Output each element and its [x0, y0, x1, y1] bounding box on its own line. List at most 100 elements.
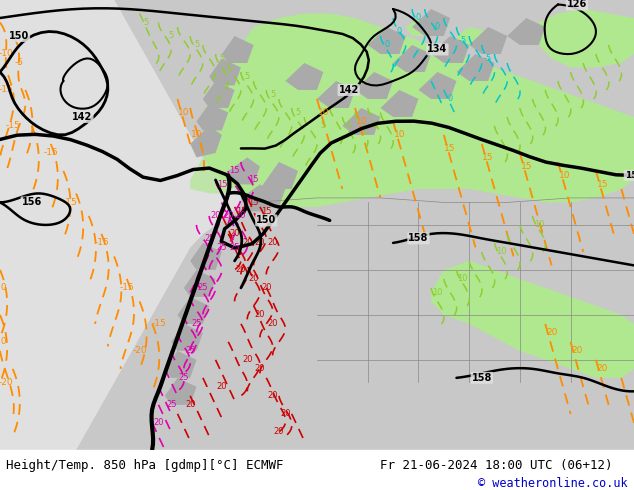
Text: 0: 0 [384, 41, 389, 49]
Polygon shape [228, 157, 260, 184]
Text: 20: 20 [274, 427, 284, 436]
Text: 20: 20 [255, 310, 265, 319]
Text: 20: 20 [185, 400, 195, 409]
Text: Height/Temp. 850 hPa [gdmp][°C] ECMWF: Height/Temp. 850 hPa [gdmp][°C] ECMWF [6, 460, 284, 472]
Text: 15: 15 [597, 180, 608, 189]
Polygon shape [431, 36, 469, 63]
Text: 15: 15 [249, 198, 259, 207]
Text: 5: 5 [245, 72, 250, 81]
Polygon shape [342, 108, 380, 135]
Text: -20: -20 [0, 378, 14, 387]
Text: 5: 5 [194, 41, 199, 49]
Text: 150: 150 [256, 216, 276, 225]
Text: 20: 20 [268, 319, 278, 328]
Text: 10: 10 [191, 130, 202, 140]
Text: -20: -20 [0, 337, 8, 346]
Text: 10: 10 [178, 108, 190, 117]
Text: 15: 15 [482, 153, 494, 162]
Text: 15: 15 [230, 167, 240, 175]
Text: 5: 5 [321, 122, 326, 130]
Polygon shape [76, 0, 634, 450]
Text: 10: 10 [458, 274, 468, 283]
Text: 20: 20 [597, 365, 608, 373]
Text: 142: 142 [339, 85, 359, 95]
Text: 10: 10 [394, 130, 405, 140]
Text: -15: -15 [0, 85, 14, 95]
Text: 20: 20 [223, 211, 233, 220]
Text: 20: 20 [230, 229, 240, 239]
Text: 25: 25 [179, 373, 189, 382]
Text: 20: 20 [546, 328, 557, 338]
Text: 15: 15 [249, 175, 259, 184]
Polygon shape [165, 351, 197, 378]
Text: 158: 158 [408, 233, 429, 244]
Text: 126: 126 [567, 0, 587, 9]
Text: 25: 25 [191, 319, 202, 328]
Polygon shape [393, 45, 431, 72]
Text: 0: 0 [397, 27, 402, 36]
Text: 25: 25 [217, 243, 227, 252]
Polygon shape [197, 103, 228, 130]
Polygon shape [209, 58, 241, 85]
Polygon shape [412, 9, 450, 36]
Text: -5: -5 [484, 54, 493, 63]
Polygon shape [431, 261, 634, 378]
Text: 25: 25 [166, 400, 176, 409]
Text: 0: 0 [435, 23, 440, 31]
Text: 15: 15 [217, 180, 227, 189]
Text: 134: 134 [427, 45, 448, 54]
Polygon shape [355, 72, 393, 99]
Polygon shape [380, 90, 418, 117]
Polygon shape [178, 297, 209, 324]
Text: 5: 5 [143, 18, 148, 27]
Text: 20: 20 [153, 418, 164, 427]
Text: 20: 20 [268, 392, 278, 400]
Text: 0: 0 [448, 95, 453, 103]
Text: 15: 15 [261, 207, 271, 216]
Polygon shape [241, 72, 279, 90]
Polygon shape [304, 45, 342, 63]
Text: 10: 10 [356, 117, 367, 126]
Text: 20: 20 [571, 346, 583, 355]
Polygon shape [254, 180, 285, 207]
Text: -20: -20 [132, 346, 147, 355]
Polygon shape [0, 0, 241, 450]
Text: 5: 5 [295, 108, 301, 117]
Polygon shape [203, 14, 634, 207]
Text: 0: 0 [416, 14, 421, 23]
Text: 20: 20 [280, 409, 290, 418]
Text: 158: 158 [472, 373, 492, 383]
Text: 20: 20 [242, 355, 252, 365]
Text: 10: 10 [559, 171, 570, 180]
Polygon shape [368, 27, 406, 54]
Text: 25: 25 [185, 346, 195, 355]
Text: 20: 20 [210, 211, 221, 220]
Polygon shape [317, 81, 355, 108]
Text: 5: 5 [270, 90, 275, 99]
Polygon shape [456, 27, 495, 49]
Text: 5: 5 [219, 54, 224, 63]
Polygon shape [507, 18, 545, 45]
Text: 150: 150 [624, 171, 634, 180]
Text: -5: -5 [15, 58, 23, 68]
Polygon shape [285, 63, 323, 90]
Polygon shape [456, 54, 495, 81]
Text: 150: 150 [9, 31, 29, 41]
Text: -5: -5 [458, 36, 467, 45]
Text: -15: -15 [62, 198, 77, 207]
Text: 20: 20 [236, 266, 246, 274]
Text: 20: 20 [255, 365, 265, 373]
Polygon shape [418, 72, 456, 99]
Text: 15: 15 [444, 144, 456, 153]
Text: -10: -10 [0, 49, 14, 58]
Polygon shape [539, 9, 634, 68]
Text: 5: 5 [372, 122, 377, 130]
Polygon shape [190, 126, 222, 157]
Text: 20: 20 [217, 382, 227, 392]
Polygon shape [349, 36, 387, 54]
Polygon shape [406, 18, 444, 36]
Text: 20: 20 [261, 283, 271, 293]
Polygon shape [190, 243, 222, 270]
Text: 15: 15 [521, 162, 532, 171]
Text: -15: -15 [5, 122, 20, 130]
